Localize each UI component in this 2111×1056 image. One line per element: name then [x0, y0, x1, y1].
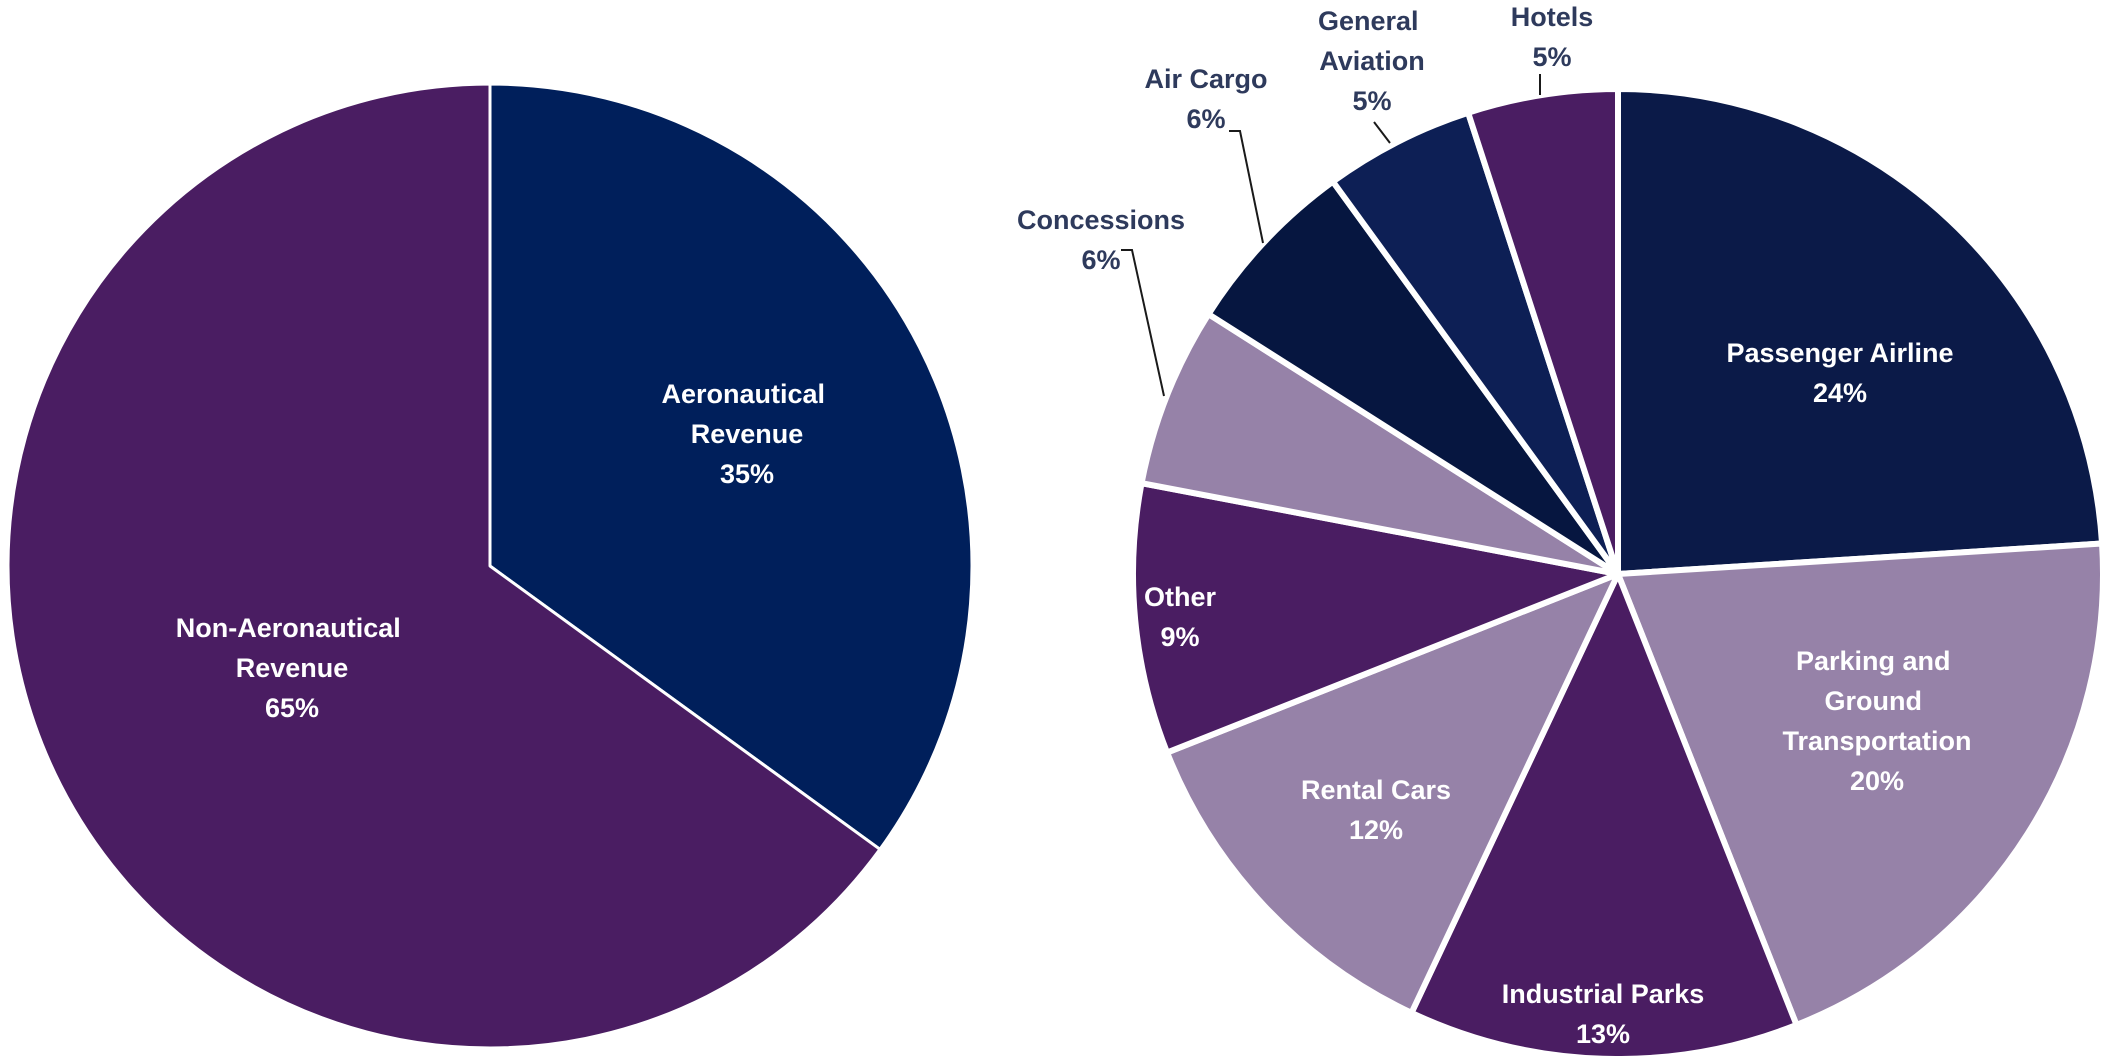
slice-label: Rental Cars — [1301, 775, 1451, 805]
slice-label: General Aviation — [1318, 6, 1426, 76]
label-line: Concessions — [1017, 205, 1185, 235]
slice-label: Concessions — [1017, 205, 1185, 235]
pie-slice — [1465, 86, 1621, 577]
value-label: 13% — [1576, 1019, 1630, 1049]
label-line: Rental Cars — [1301, 775, 1451, 805]
label-line: Other — [1144, 582, 1217, 612]
value-label: 5% — [1532, 42, 1571, 72]
slice-label: Other — [1144, 582, 1217, 612]
leader-line — [1373, 121, 1391, 144]
value-label: 12% — [1349, 815, 1403, 845]
label-line: Revenue — [691, 419, 804, 449]
value-label: 35% — [720, 459, 774, 489]
pie-slice — [6, 82, 882, 1050]
label-line: Transportation — [1782, 726, 1971, 756]
value-label: 24% — [1813, 378, 1867, 408]
pie-slice — [1138, 311, 1621, 577]
pie-slice — [1164, 571, 1621, 1016]
value-label: 6% — [1081, 245, 1120, 275]
value-label: 5% — [1352, 86, 1391, 116]
label-line: Parking and — [1796, 646, 1958, 676]
pie-slice — [1615, 86, 2106, 577]
value-label: 6% — [1186, 104, 1225, 134]
pie-slice — [1130, 480, 1621, 756]
label-line: Ground — [1825, 686, 1930, 716]
label-line: Aviation — [1319, 46, 1425, 76]
label-line: Industrial Parks — [1502, 979, 1705, 1009]
label-line: Non-Aeronautical — [176, 613, 409, 643]
slice-label: Industrial Parks — [1502, 979, 1705, 1009]
value-label: 9% — [1160, 622, 1199, 652]
slice-label: Parking and Ground Transportation — [1782, 646, 1971, 756]
value-label: 65% — [265, 693, 319, 723]
label-line: General — [1318, 6, 1426, 36]
slice-label: Non-Aeronautical Revenue — [176, 613, 409, 683]
label-line: Revenue — [236, 653, 349, 683]
pie-slice — [488, 82, 974, 851]
label-line: Aeronautical — [661, 379, 832, 409]
label-line: Air Cargo — [1144, 64, 1267, 94]
slice-label: Air Cargo — [1144, 64, 1267, 94]
slice-label: Aeronautical Revenue — [661, 379, 832, 449]
value-label: 20% — [1850, 766, 1904, 796]
slice-label: Passenger Airline — [1726, 338, 1953, 368]
label-line: Hotels — [1511, 2, 1594, 32]
pie-slice — [1408, 571, 1800, 1056]
label-line: Passenger Airline — [1726, 338, 1953, 368]
slice-label: Hotels — [1511, 2, 1594, 32]
pie-slice — [1615, 540, 2106, 1028]
pie-slice — [1205, 178, 1621, 577]
leader-line — [1121, 249, 1165, 397]
leader-line — [1229, 130, 1264, 244]
